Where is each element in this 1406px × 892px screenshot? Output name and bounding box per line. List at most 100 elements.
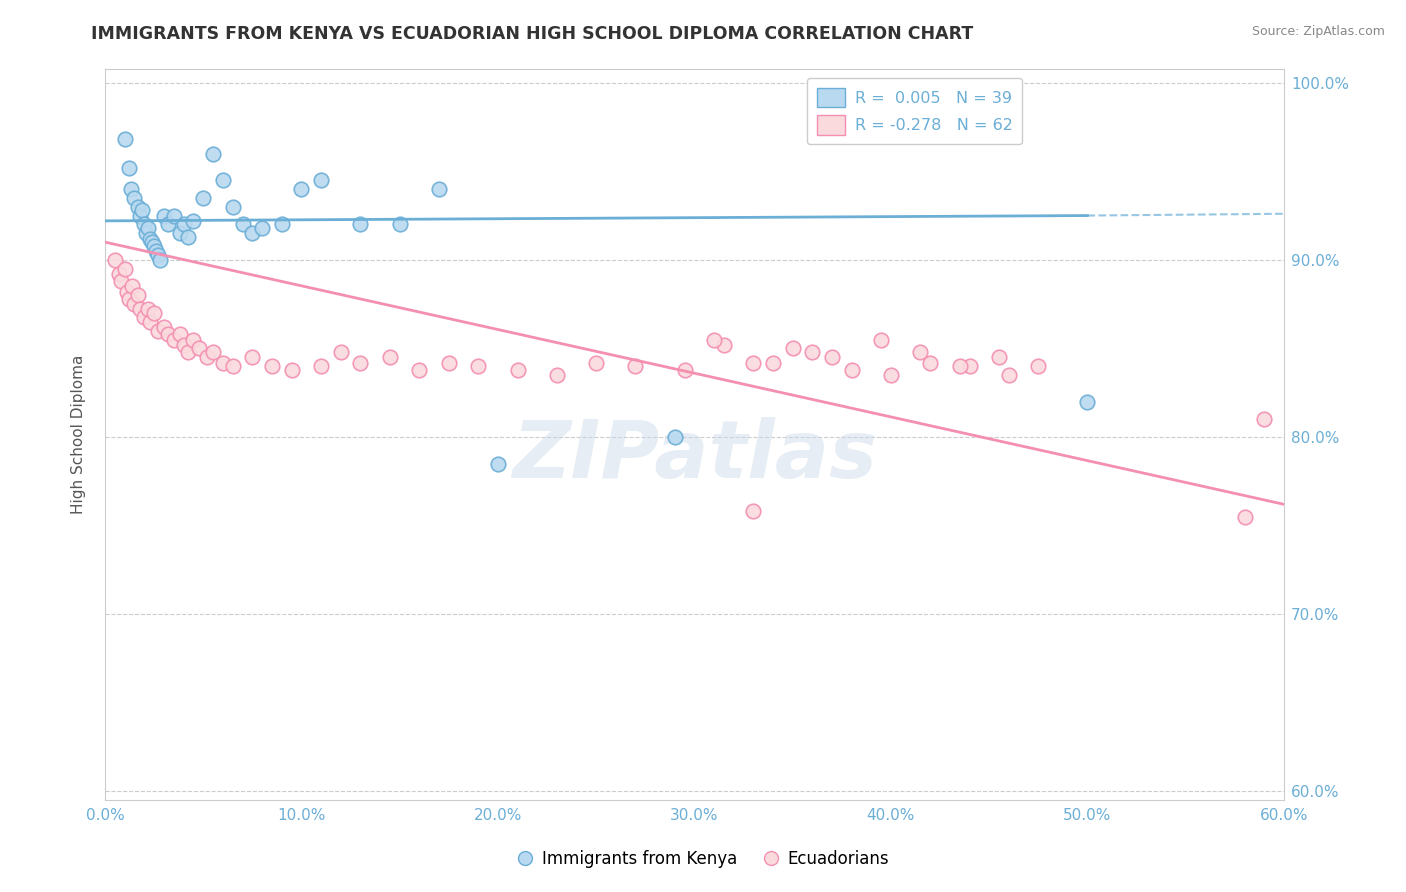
- Text: Source: ZipAtlas.com: Source: ZipAtlas.com: [1251, 25, 1385, 38]
- Point: [546, 368, 568, 382]
- Point: [115, 285, 138, 299]
- Point: [782, 342, 804, 356]
- Point: [437, 355, 460, 369]
- Point: [183, 333, 205, 347]
- Point: [117, 292, 139, 306]
- Point: [222, 200, 245, 214]
- Point: [134, 310, 156, 324]
- Point: [176, 229, 198, 244]
- Point: [673, 362, 696, 376]
- Point: [486, 457, 509, 471]
- Point: [110, 274, 132, 288]
- Point: [188, 342, 211, 356]
- Point: [156, 327, 179, 342]
- Point: [378, 351, 401, 365]
- Point: [997, 368, 1019, 382]
- Point: [703, 333, 725, 347]
- Point: [212, 173, 235, 187]
- Legend: R =  0.005   N = 39, R = -0.278   N = 62: R = 0.005 N = 39, R = -0.278 N = 62: [807, 78, 1022, 145]
- Point: [169, 227, 191, 241]
- Point: [309, 173, 332, 187]
- Point: [163, 333, 186, 347]
- Point: [742, 355, 765, 369]
- Point: [329, 345, 352, 359]
- Point: [821, 351, 844, 365]
- Point: [624, 359, 647, 373]
- Point: [124, 191, 146, 205]
- Point: [841, 362, 863, 376]
- Point: [153, 209, 176, 223]
- Point: [240, 227, 263, 241]
- Point: [127, 288, 149, 302]
- Point: [280, 362, 302, 376]
- Point: [270, 218, 292, 232]
- Text: ZIPatlas: ZIPatlas: [512, 417, 877, 495]
- Point: [762, 355, 785, 369]
- Point: [139, 315, 162, 329]
- Point: [134, 218, 156, 232]
- Point: [920, 355, 942, 369]
- Point: [427, 182, 450, 196]
- Point: [309, 359, 332, 373]
- Point: [349, 355, 371, 369]
- Point: [141, 235, 163, 249]
- Point: [290, 182, 312, 196]
- Point: [202, 146, 225, 161]
- Point: [149, 252, 172, 267]
- Point: [880, 368, 903, 382]
- Point: [801, 345, 824, 359]
- Point: [124, 297, 146, 311]
- Point: [163, 209, 186, 223]
- Legend: Immigrants from Kenya, Ecuadorians: Immigrants from Kenya, Ecuadorians: [510, 844, 896, 875]
- Point: [222, 359, 245, 373]
- Point: [1253, 412, 1275, 426]
- Point: [107, 267, 129, 281]
- Point: [949, 359, 972, 373]
- Point: [870, 333, 893, 347]
- Point: [114, 261, 136, 276]
- Point: [156, 218, 179, 232]
- Point: [129, 209, 152, 223]
- Point: [349, 218, 371, 232]
- Point: [121, 279, 143, 293]
- Point: [195, 351, 218, 365]
- Point: [959, 359, 981, 373]
- Point: [1233, 509, 1256, 524]
- Point: [173, 218, 195, 232]
- Point: [114, 132, 136, 146]
- Point: [136, 221, 159, 235]
- Point: [467, 359, 489, 373]
- Point: [143, 306, 166, 320]
- Point: [183, 214, 205, 228]
- Point: [664, 430, 686, 444]
- Point: [146, 247, 169, 261]
- Point: [143, 238, 166, 252]
- Point: [988, 351, 1011, 365]
- Y-axis label: High School Diploma: High School Diploma: [72, 355, 86, 514]
- Point: [135, 227, 157, 241]
- Point: [250, 221, 273, 235]
- Point: [202, 345, 225, 359]
- Point: [193, 191, 215, 205]
- Point: [212, 355, 235, 369]
- Point: [139, 231, 162, 245]
- Point: [176, 345, 198, 359]
- Point: [117, 161, 139, 175]
- Point: [910, 345, 932, 359]
- Point: [169, 327, 191, 342]
- Point: [153, 320, 176, 334]
- Point: [506, 362, 529, 376]
- Point: [742, 504, 765, 518]
- Point: [136, 302, 159, 317]
- Point: [145, 244, 167, 258]
- Point: [240, 351, 263, 365]
- Point: [260, 359, 283, 373]
- Point: [388, 218, 411, 232]
- Point: [146, 324, 169, 338]
- Point: [231, 218, 253, 232]
- Text: IMMIGRANTS FROM KENYA VS ECUADORIAN HIGH SCHOOL DIPLOMA CORRELATION CHART: IMMIGRANTS FROM KENYA VS ECUADORIAN HIGH…: [91, 25, 973, 43]
- Point: [127, 200, 149, 214]
- Point: [104, 252, 127, 267]
- Point: [173, 338, 195, 352]
- Point: [131, 203, 153, 218]
